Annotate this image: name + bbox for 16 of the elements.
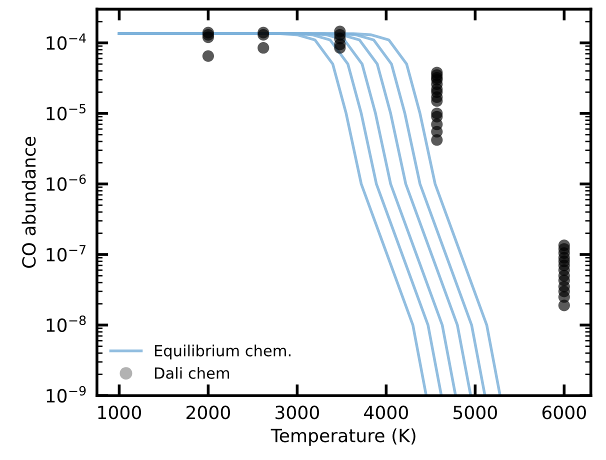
x-tick-label: 1000 — [98, 406, 141, 420]
y-tick-label: 10$^{−8}$ — [46, 315, 86, 332]
x-tick-label: 2000 — [186, 406, 230, 420]
x-tick-label: 4000 — [364, 406, 408, 420]
x-tick-label: 3000 — [276, 406, 319, 420]
y-tick-label: 10$^{−5}$ — [46, 104, 86, 120]
legend-label: Dali chem — [154, 367, 230, 379]
y-tick-label: 10$^{−7}$ — [46, 245, 86, 262]
x-tick-label: 6000 — [542, 406, 586, 420]
y-tick-label: 10$^{−4}$ — [46, 33, 86, 50]
legend-label: Equilibrium chem. — [154, 344, 290, 360]
x-tick-label: 5000 — [454, 406, 497, 420]
y-tick-label: 10$^{−6}$ — [46, 174, 86, 191]
y-tick-label: 10$^{−9}$ — [46, 386, 86, 403]
x-axis-title: Temperature (K) — [270, 428, 416, 446]
y-axis-title: CO abundance — [22, 136, 36, 268]
